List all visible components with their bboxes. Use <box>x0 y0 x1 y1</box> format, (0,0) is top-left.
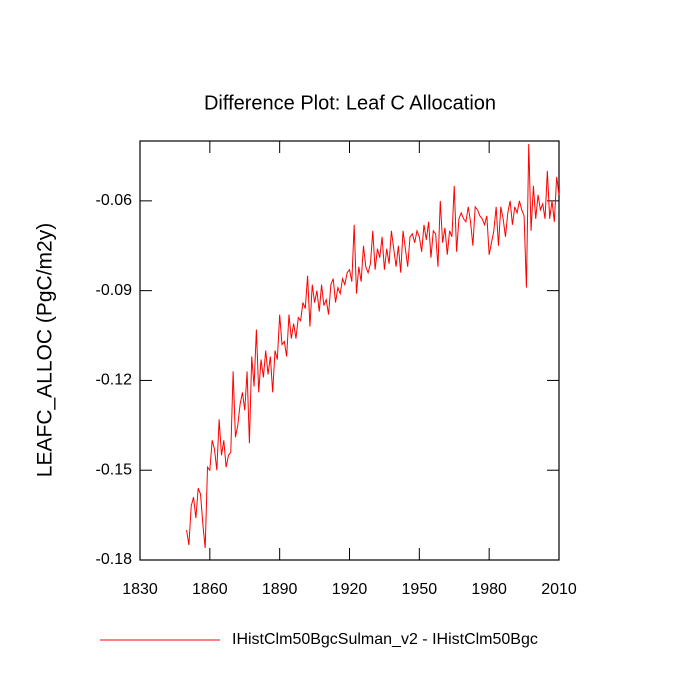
y-tick-label: -0.15 <box>96 461 133 478</box>
legend-label: IHistClm50BgcSulman_v2 - IHistClm50Bgc <box>232 631 538 648</box>
data-line <box>186 143 560 549</box>
chart-title: Difference Plot: Leaf C Allocation <box>204 92 496 114</box>
x-tick-label: 1890 <box>262 581 298 598</box>
x-tick-label: 1980 <box>471 581 507 598</box>
x-tick-label: 1830 <box>122 581 158 598</box>
x-tick-label: 1920 <box>332 581 368 598</box>
x-tick-label: 1950 <box>402 581 438 598</box>
x-tick-label: 2010 <box>541 581 577 598</box>
x-tick-label: 1860 <box>192 581 228 598</box>
y-tick-label: -0.06 <box>96 192 133 209</box>
y-tick-label: -0.18 <box>96 551 133 568</box>
y-axis-label: LEAFC_ALLOC (PgC/m2y) <box>34 223 57 477</box>
y-tick-label: -0.12 <box>96 372 133 389</box>
plot-frame <box>139 140 560 561</box>
y-tick-label: -0.09 <box>96 282 133 299</box>
